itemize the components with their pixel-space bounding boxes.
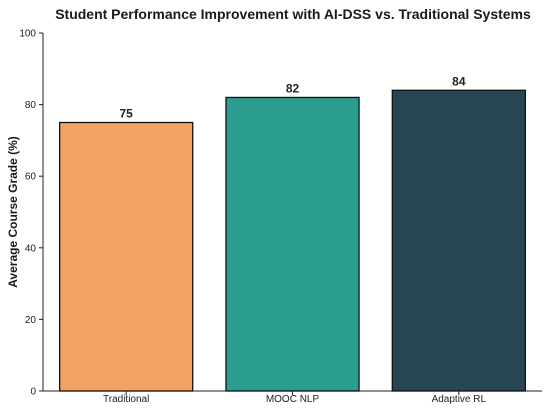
- y-axis-label: Average Course Grade (%): [6, 136, 20, 288]
- y-tick-label: 60: [25, 172, 37, 183]
- bar-value-label: 82: [286, 81, 300, 95]
- plot-area: 0 20 40 60 80 100 75 Traditional 82 MOOC NLP 84 Ada…: [19, 29, 542, 405]
- y-tick-label: 0: [30, 387, 36, 398]
- y-tick-label: 80: [25, 100, 37, 111]
- bar-value-label: 75: [119, 107, 133, 121]
- y-tick-label: 100: [19, 29, 36, 40]
- bar-adaptive-rl: [391, 89, 527, 392]
- bar-mooc-nlp: [225, 96, 360, 392]
- bar-value-label: 84: [452, 74, 466, 88]
- x-tick-label: Adaptive RL: [432, 394, 487, 405]
- bar-traditional: [58, 121, 194, 392]
- y-tick-label: 20: [25, 315, 37, 326]
- y-tick-label: 40: [25, 243, 37, 254]
- x-tick-label: Traditional: [103, 394, 149, 405]
- chart-title: Student Performance Improvement with AI-…: [55, 6, 531, 22]
- x-tick-label: MOOC NLP: [266, 394, 320, 405]
